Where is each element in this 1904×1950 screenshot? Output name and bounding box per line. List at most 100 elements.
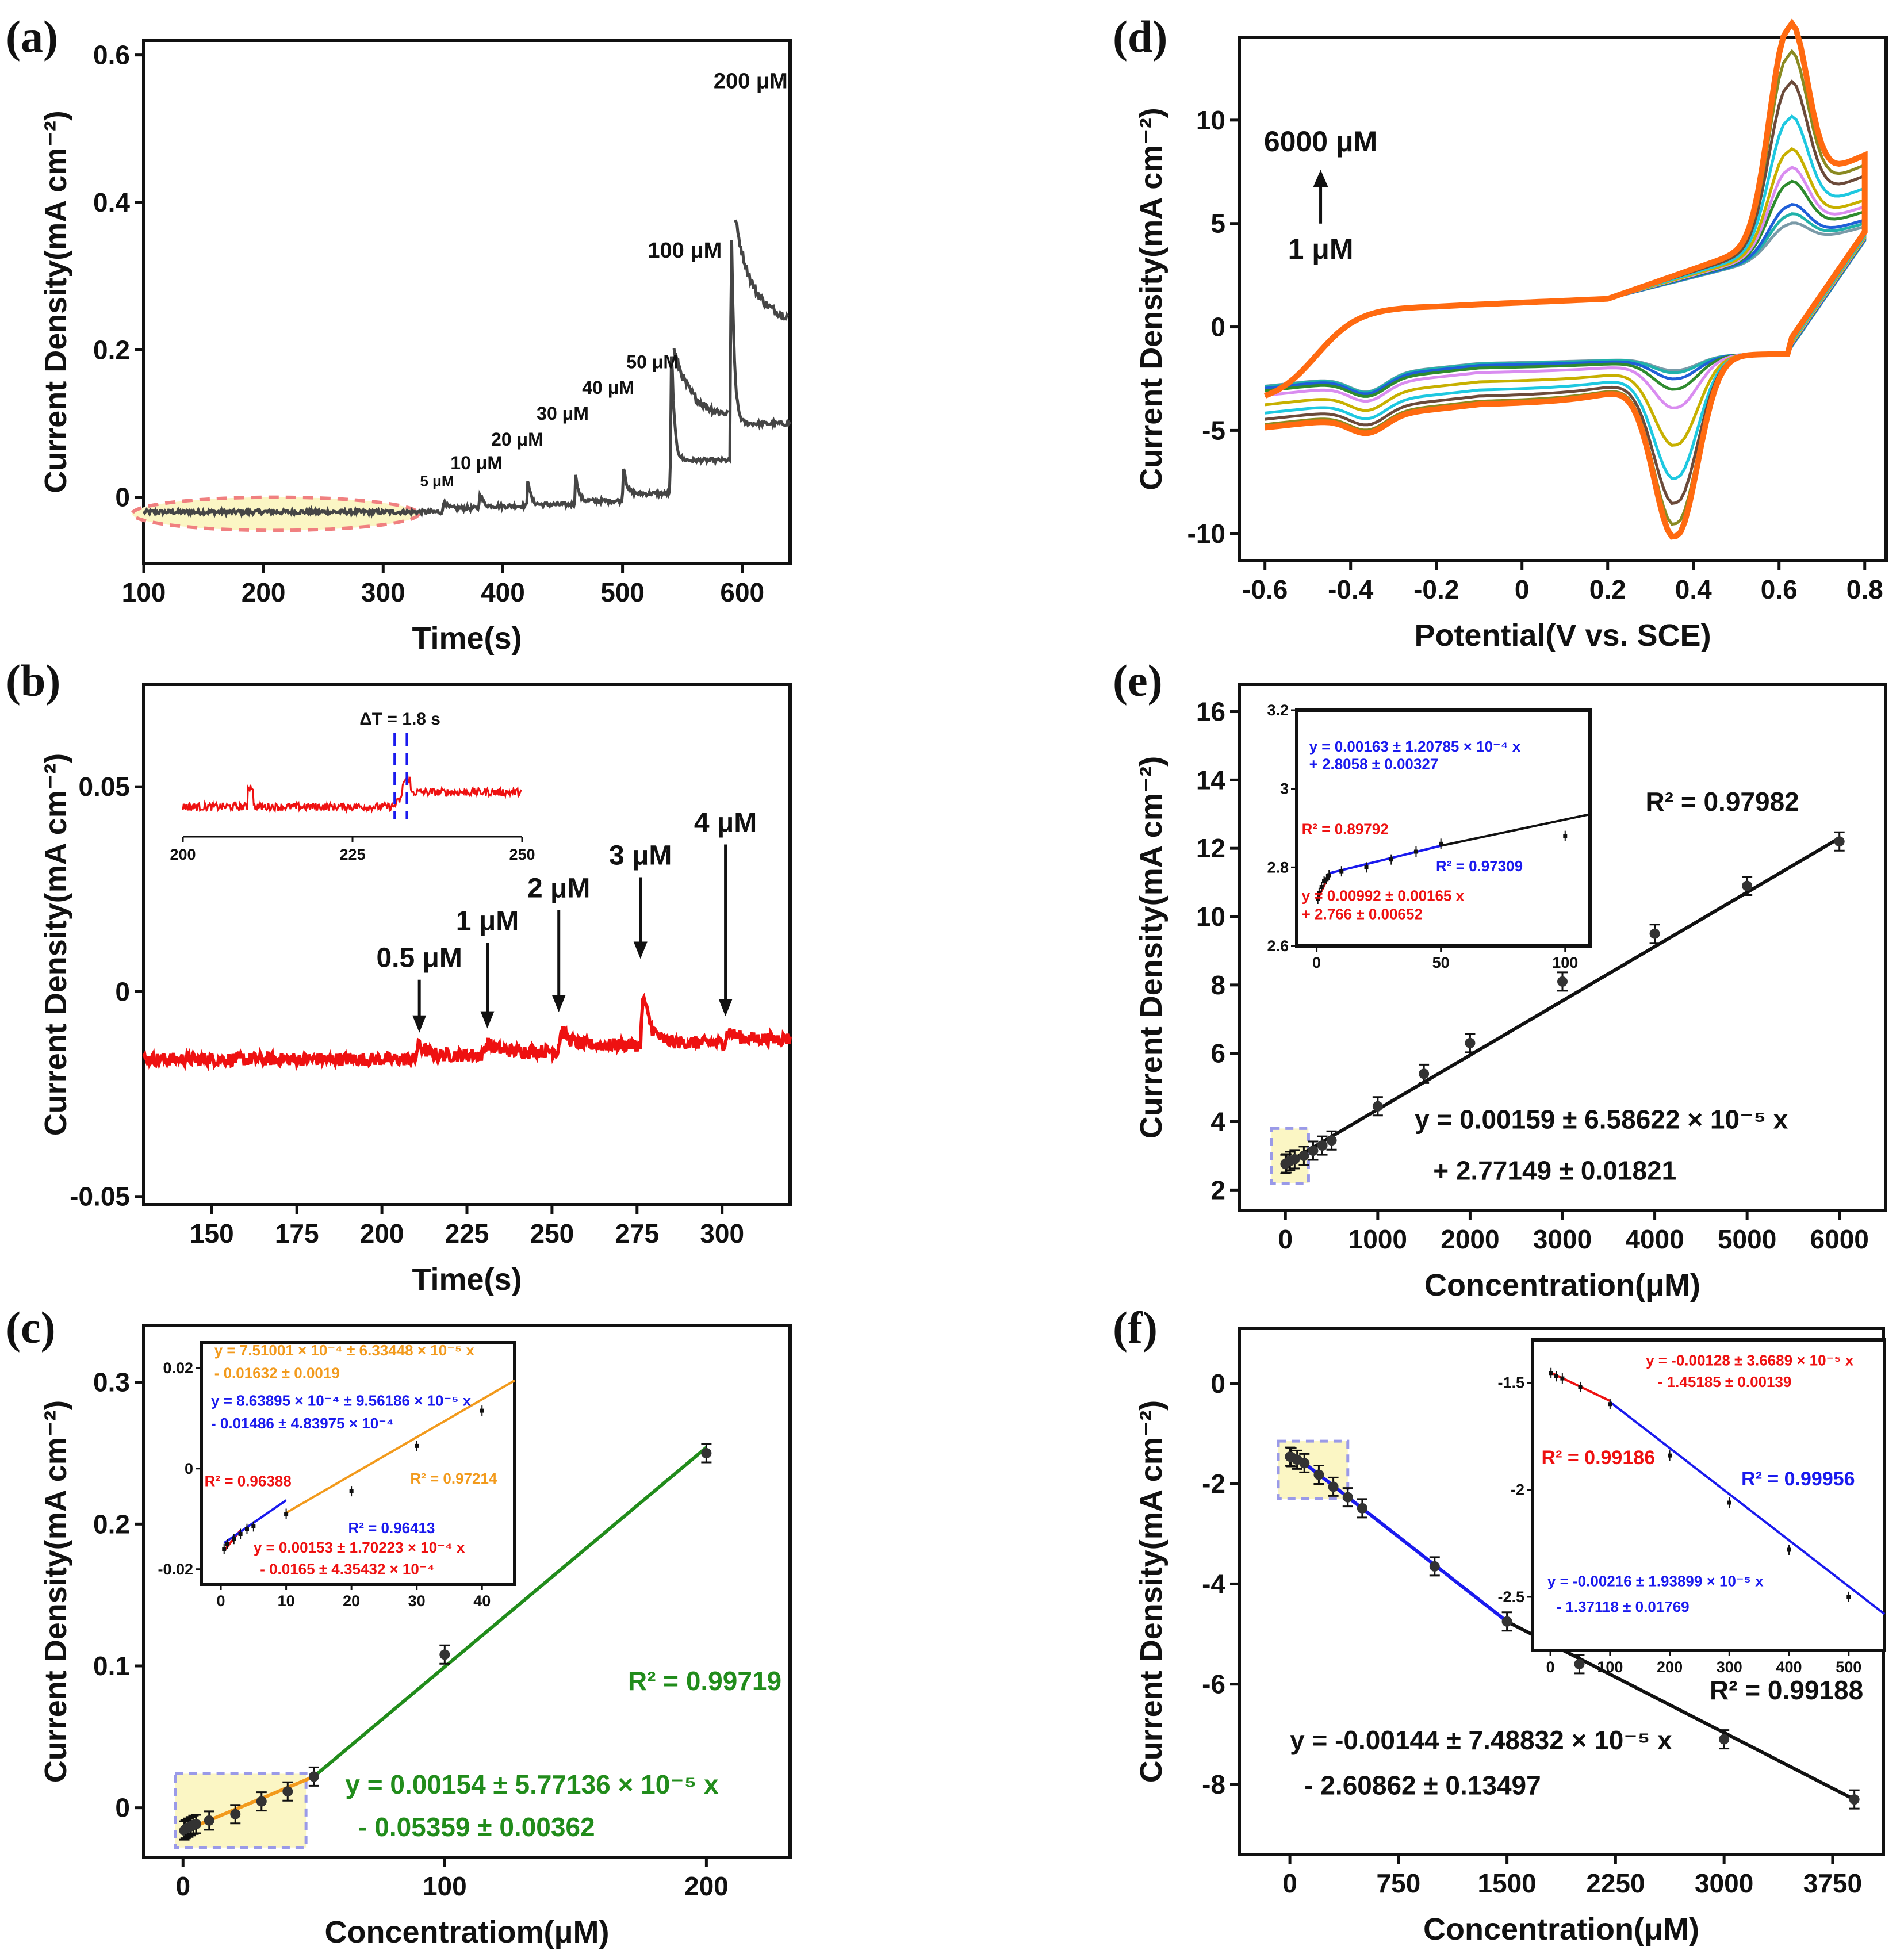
inset-frame [200, 1341, 516, 1586]
x-tick-label: 2000 [1441, 1224, 1499, 1254]
arrow-head [551, 995, 566, 1013]
x-tick-label: 0.6 [1761, 574, 1798, 604]
x-tick-label: 0.4 [1675, 574, 1712, 604]
inset-x-tick-label: 40 [473, 1592, 491, 1610]
inset-data-point [1364, 865, 1369, 869]
y-tick-label: 4 [1210, 1107, 1225, 1137]
inset-data-point [232, 1537, 236, 1541]
inset-x-tick-label: 100 [1597, 1658, 1623, 1676]
y-tick-label: 12 [1196, 833, 1225, 863]
x-tick-label: 0 [1515, 574, 1530, 604]
cv-curve [1264, 114, 1867, 480]
inset-trace [182, 774, 523, 814]
inset-x-tick-label: 200 [170, 846, 196, 863]
concentration-label: 30 μM [537, 403, 589, 424]
plot-frame [142, 1324, 792, 1859]
inset-equation-label: R² = 0.96388 [205, 1472, 292, 1489]
data-point [1298, 1150, 1309, 1161]
y-tick-label: 0.2 [93, 1509, 130, 1539]
panel-label: (c) [6, 1302, 56, 1353]
inset-data-point [1846, 1595, 1851, 1599]
inset-equation-label: + 2.8058 ± 0.00327 [1309, 756, 1439, 773]
y-tick-label: 10 [1196, 902, 1225, 932]
inset-data-point [1319, 885, 1324, 889]
equation-label: y = -0.00144 ± 7.48832 × 10⁻⁵ x [1290, 1725, 1672, 1755]
plot-frame [142, 39, 792, 565]
equation-label: + 2.77149 ± 0.01821 [1433, 1156, 1676, 1186]
x-tick-label: 175 [275, 1219, 319, 1248]
equation-label: R² = 0.99719 [628, 1666, 781, 1696]
concentration-label: 1 μM [1288, 233, 1354, 265]
inset-x-tick-label: 100 [1552, 954, 1578, 971]
x-tick-label: 200 [360, 1219, 404, 1248]
inset-y-tick-label: 3.2 [1267, 702, 1289, 719]
inset-equation-label: y = 7.51001 × 10⁻⁴ ± 6.33448 × 10⁻⁵ x [214, 1342, 475, 1359]
x-tick-label: 225 [445, 1219, 489, 1248]
inset-y-tick-label: 2.6 [1267, 937, 1289, 955]
y-tick-label: 0 [1210, 1369, 1225, 1399]
y-tick-label: -4 [1202, 1569, 1225, 1599]
inset-equation-label: R² = 0.96413 [348, 1519, 435, 1537]
x-tick-label: 6000 [1810, 1224, 1869, 1254]
inset-data-point [225, 1542, 229, 1546]
cv-curve [1264, 212, 1867, 397]
x-tick-label: 0 [1278, 1224, 1293, 1254]
y-tick-label: 5 [1210, 209, 1225, 239]
data-point [701, 1448, 712, 1458]
y-tick-label: 0 [115, 1793, 130, 1823]
y-axis-label: Current Density(mA cm⁻²) [1134, 108, 1169, 491]
data-point [1299, 1458, 1310, 1469]
x-tick-label: 100 [122, 577, 166, 607]
x-axis-label: Concentration(μM) [1423, 1912, 1699, 1947]
plot-frame [1238, 36, 1888, 562]
data-point [204, 1815, 214, 1826]
inset-x-tick-label: 400 [1776, 1658, 1802, 1676]
concentration-label: 200 μM [714, 69, 788, 93]
y-tick-label: -10 [1187, 519, 1225, 549]
y-tick-label: -0.05 [70, 1182, 130, 1212]
y-tick-label: 16 [1196, 697, 1225, 727]
y-tick-label: 0 [1210, 312, 1225, 342]
inset-data-point [1549, 1371, 1553, 1376]
x-tick-label: 600 [720, 577, 764, 607]
inset-fit-line [1441, 813, 1591, 847]
panel-b: (b) 150 175 200 225 250 275 300 -0.05 0 0.05 Time(s… [6, 656, 792, 1297]
trace-decay-200 [734, 219, 789, 321]
panel-d: (d) -0.6 -0.4 -0.2 0 0.2 0.4 0.6 0.8 -10 -5 0 5 10 Pot… [1113, 12, 1888, 653]
inset-equation-label: - 0.0165 ± 4.35432 × 10⁻⁴ [260, 1561, 434, 1578]
x-tick-label: 2250 [1586, 1868, 1645, 1898]
arrow-head [480, 1011, 495, 1029]
x-tick-label: 400 [481, 577, 525, 607]
data-point [1501, 1616, 1512, 1627]
concentration-label: 40 μM [582, 377, 634, 398]
inset-data-point [1339, 869, 1344, 874]
y-tick-label: 8 [1210, 970, 1225, 1000]
inset-data-point [1578, 1385, 1583, 1389]
concentration-label: 0.5 μM [376, 943, 462, 974]
inset-data-point [238, 1532, 243, 1536]
concentration-label: 100 μM [648, 239, 722, 263]
y-tick-label: 6 [1210, 1039, 1225, 1068]
equation-label: y = 0.00154 ± 5.77136 × 10⁻⁵ x [345, 1769, 719, 1799]
x-tick-label: 100 [423, 1871, 467, 1901]
x-tick-label: 500 [600, 577, 645, 607]
x-tick-label: 200 [684, 1871, 729, 1901]
y-tick-label: -8 [1202, 1769, 1225, 1799]
y-axis-label: Current Density(mA cm⁻²) [1134, 1400, 1169, 1783]
y-tick-label: 0.6 [93, 40, 130, 70]
x-axis-label: Time(s) [412, 1262, 522, 1297]
concentration-label: 5 μM [420, 472, 454, 489]
x-tick-label: 250 [530, 1219, 574, 1248]
inset-equation-label: + 2.766 ± 0.00652 [1302, 906, 1423, 923]
data-point [256, 1796, 267, 1807]
data-point [1557, 976, 1568, 987]
inset-equation-label: - 0.01632 ± 0.0019 [214, 1364, 340, 1381]
panel-label: (e) [1113, 656, 1163, 706]
data-point [1719, 1734, 1730, 1745]
x-tick-label: 0.8 [1846, 574, 1883, 604]
x-tick-label: 1500 [1477, 1868, 1536, 1898]
inset-x-tick-label: 0 [1312, 954, 1321, 971]
data-point [1357, 1503, 1367, 1514]
x-tick-label: 0.2 [1589, 574, 1626, 604]
x-tick-label: 0 [175, 1871, 190, 1901]
